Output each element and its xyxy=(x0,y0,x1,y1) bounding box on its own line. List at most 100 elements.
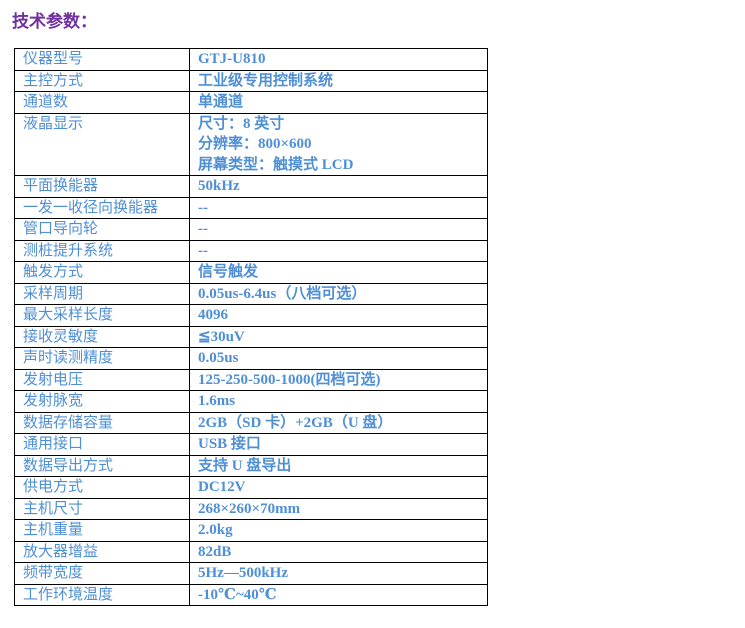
spec-value-line: 1.6ms xyxy=(198,393,236,409)
spec-value-line: -- xyxy=(198,242,208,259)
spec-value-line: -- xyxy=(198,199,208,216)
section-title: 技术参数： xyxy=(12,12,97,31)
spec-label: 发射脉宽 xyxy=(14,390,190,413)
spec-value: 125-250-500-1000(四档可选) xyxy=(189,368,488,391)
spec-label: 数据导出方式 xyxy=(14,454,190,477)
spec-label: 最大采样长度 xyxy=(14,304,190,327)
table-row: 触发方式 信号触发 xyxy=(14,261,488,284)
table-row: 放大器增益 82dB xyxy=(14,540,488,563)
table-row: 主机尺寸 268×260×70mm xyxy=(14,497,488,520)
table-row: 供电方式 DC12V xyxy=(14,476,488,499)
spec-value-line: 50kHz xyxy=(198,178,240,194)
table-row: 声时读测精度 0.05us xyxy=(14,347,488,370)
spec-value: 0.05us-6.4us（八档可选） xyxy=(189,282,488,305)
table-row: 液晶显示 尺寸：8 英寸分辨率：800×600 屏幕类型：触摸式 LCD xyxy=(14,112,488,176)
spec-value-line: 单通道 xyxy=(198,94,244,110)
spec-value: 1.6ms xyxy=(189,390,488,413)
spec-value: 信号触发 xyxy=(189,261,488,284)
spec-label: 数据存储容量 xyxy=(14,411,190,434)
spec-label: 管口导向轮 xyxy=(14,218,190,241)
spec-value-line: DC12V xyxy=(198,479,246,495)
spec-label: 工作环境温度 xyxy=(14,583,190,606)
spec-value: 2.0kg xyxy=(189,519,488,542)
spec-value: 0.05us xyxy=(189,347,488,370)
table-row: 数据导出方式 支持 U 盘导出 xyxy=(14,454,488,477)
spec-value-line: 268×260×70mm xyxy=(198,500,301,517)
spec-value: 268×260×70mm xyxy=(189,497,488,520)
table-row: 发射脉宽 1.6ms xyxy=(14,390,488,413)
spec-value: 2GB（SD 卡）+2GB（U 盘） xyxy=(189,411,488,434)
spec-label: 测桩提升系统 xyxy=(14,239,190,262)
spec-value-line: 0.05us xyxy=(198,350,239,366)
spec-label: 放大器增益 xyxy=(14,540,190,563)
spec-label: 采样周期 xyxy=(14,282,190,305)
spec-value: 50kHz xyxy=(189,175,488,198)
spec-label: 仪器型号 xyxy=(14,48,190,71)
spec-label: 主机重量 xyxy=(14,519,190,542)
spec-value: ≦30uV xyxy=(189,325,488,348)
table-row: 接收灵敏度 ≦30uV xyxy=(14,325,488,348)
table-row: 测桩提升系统 -- xyxy=(14,239,488,262)
spec-value: 4096 xyxy=(189,304,488,327)
table-row: 最大采样长度 4096 xyxy=(14,304,488,327)
spec-value: 工业级专用控制系统 xyxy=(189,69,488,92)
spec-table: 仪器型号 GTJ-U810 主控方式 工业级专用控制系统 通道数 单通道 液晶显示 尺寸：8 … xyxy=(14,48,488,606)
spec-value: 支持 U 盘导出 xyxy=(189,454,488,477)
table-row: 频带宽度 5Hz—500kHz xyxy=(14,562,488,585)
table-row: 管口导向轮 -- xyxy=(14,218,488,241)
table-row: 发射电压 125-250-500-1000(四档可选) xyxy=(14,368,488,391)
spec-value: 尺寸：8 英寸分辨率：800×600 屏幕类型：触摸式 LCD xyxy=(189,112,488,176)
spec-value-line: 0.05us-6.4us（八档可选） xyxy=(198,285,367,302)
spec-value-line: -10℃~40℃ xyxy=(198,586,277,603)
spec-value-line: 5Hz—500kHz xyxy=(198,565,288,581)
spec-value-line: 屏幕类型：触摸式 LCD xyxy=(198,156,354,173)
spec-value-line: 125-250-500-1000(四档可选) xyxy=(198,371,381,388)
spec-label: 供电方式 xyxy=(14,476,190,499)
spec-value: -10℃~40℃ xyxy=(189,583,488,606)
spec-label: 主控方式 xyxy=(14,69,190,92)
spec-value: GTJ-U810 xyxy=(189,48,488,71)
spec-label: 接收灵敏度 xyxy=(14,325,190,348)
spec-label: 液晶显示 xyxy=(14,112,190,176)
table-row: 通用接口 USB 接口 xyxy=(14,433,488,456)
table-row: 平面换能器 50kHz xyxy=(14,175,488,198)
spec-value-line: -- xyxy=(198,221,208,237)
spec-value-line: 工业级专用控制系统 xyxy=(198,72,334,89)
table-row: 一发一收径向换能器 -- xyxy=(14,196,488,219)
spec-label: 一发一收径向换能器 xyxy=(14,196,190,219)
table-row: 工作环境温度 -10℃~40℃ xyxy=(14,583,488,606)
spec-label: 通用接口 xyxy=(14,433,190,456)
spec-value-line: GTJ-U810 xyxy=(198,51,266,67)
table-row: 数据存储容量 2GB（SD 卡）+2GB（U 盘） xyxy=(14,411,488,434)
spec-value: -- xyxy=(189,218,488,241)
spec-value-line: 4096 xyxy=(198,307,228,323)
spec-label: 发射电压 xyxy=(14,368,190,391)
spec-value-line: 分辨率：800×600 xyxy=(198,136,312,152)
spec-label: 主机尺寸 xyxy=(14,497,190,520)
spec-value: 5Hz—500kHz xyxy=(189,562,488,585)
spec-value-line: 尺寸：8 英寸 xyxy=(198,115,285,132)
spec-value: 82dB xyxy=(189,540,488,563)
spec-label: 通道数 xyxy=(14,91,190,114)
spec-value-line: USB 接口 xyxy=(198,436,261,452)
table-row: 主机重量 2.0kg xyxy=(14,519,488,542)
spec-value-line: 支持 U 盘导出 xyxy=(198,457,292,474)
spec-value-line: 信号触发 xyxy=(198,264,259,280)
spec-value: 单通道 xyxy=(189,91,488,114)
spec-value-line: 2.0kg xyxy=(198,522,233,538)
spec-value: DC12V xyxy=(189,476,488,499)
spec-value-line: 82dB xyxy=(198,543,232,560)
spec-value: -- xyxy=(189,239,488,262)
spec-value-line: ≦30uV xyxy=(198,328,245,345)
spec-label: 频带宽度 xyxy=(14,562,190,585)
table-row: 仪器型号 GTJ-U810 xyxy=(14,48,488,71)
table-row: 主控方式 工业级专用控制系统 xyxy=(14,69,488,92)
table-row: 通道数 单通道 xyxy=(14,91,488,114)
table-row: 采样周期 0.05us-6.4us（八档可选） xyxy=(14,282,488,305)
spec-value: USB 接口 xyxy=(189,433,488,456)
spec-label: 平面换能器 xyxy=(14,175,190,198)
spec-value: -- xyxy=(189,196,488,219)
spec-label: 声时读测精度 xyxy=(14,347,190,370)
spec-value-line: 2GB（SD 卡）+2GB（U 盘） xyxy=(198,414,393,431)
spec-label: 触发方式 xyxy=(14,261,190,284)
